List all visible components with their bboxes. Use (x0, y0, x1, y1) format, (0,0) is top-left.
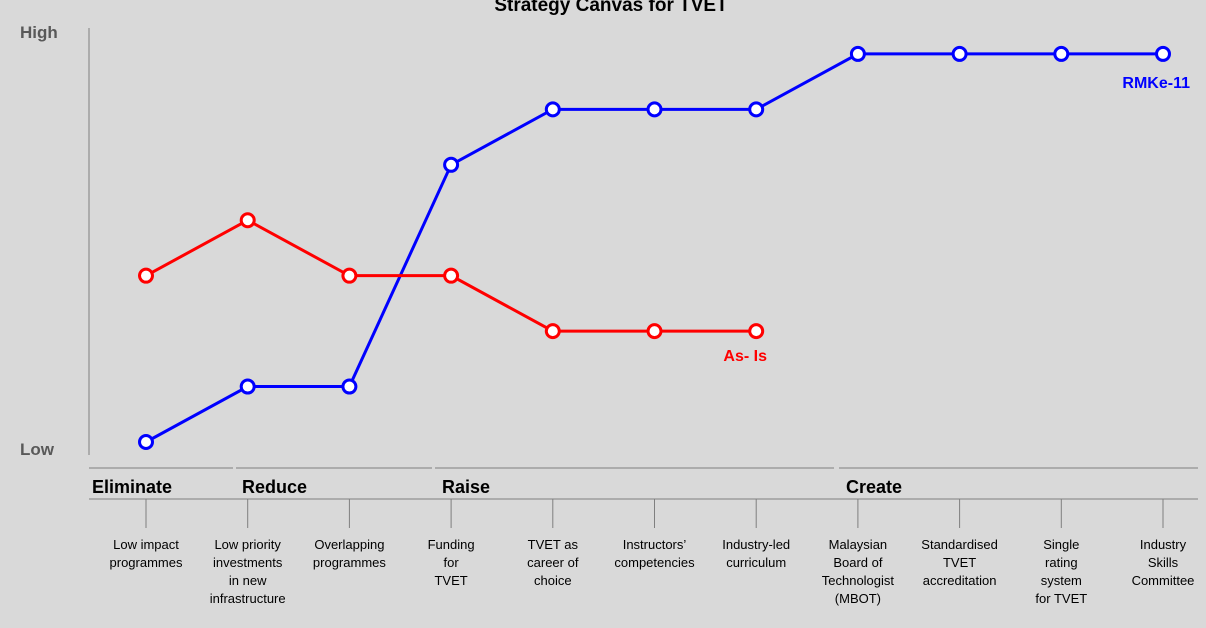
series-label-as-is: As- Is (723, 348, 767, 365)
category-label-tvet-as-career-of-choice: TVET as career of choice (527, 537, 579, 588)
group-label-create: Create (846, 477, 902, 497)
category-label-instructors-competencies: Instructors’ competencies (614, 537, 695, 570)
chart-title: Strategy Canvas for TVET (494, 0, 728, 16)
series-point-rmke-11 (544, 101, 561, 118)
y-axis-low-label: Low (20, 440, 55, 459)
series-point-rmke-11 (1155, 45, 1171, 62)
group-label-reduce: Reduce (242, 477, 307, 497)
series-point-as-is (341, 267, 358, 284)
series-point-rmke-11 (138, 434, 154, 450)
category-label-low-priority-investments-in-new-infrastructure: Low priority investments in new infrastruct… (210, 537, 286, 606)
series-point-rmke-11 (951, 45, 968, 62)
series-point-rmke-11 (1053, 45, 1070, 62)
series-point-as-is (443, 267, 460, 284)
series-point-rmke-11 (646, 101, 663, 118)
series-point-as-is (138, 267, 154, 284)
series-point-as-is (239, 212, 256, 229)
category-labels: Low impact programmes Low priority investme… (110, 499, 1195, 606)
series-point-rmke-11 (341, 378, 358, 395)
category-label-overlapping-programmes: Overlapping programmes (313, 537, 386, 570)
category-label-single-rating-system-for-tvet: Single rating system for TVET (1035, 537, 1087, 606)
category-label-funding-for-tvet: Funding for TVET (428, 537, 475, 588)
category-label-industry-skills-committee: Industry Skills Committee (1132, 537, 1195, 588)
series-label-rmke11: RMKe-11 (1122, 75, 1190, 92)
category-label-industry-led-curriculum: Industry-led curriculum (722, 537, 790, 570)
series-point-rmke-11 (443, 156, 460, 173)
series-point-as-is (646, 323, 663, 340)
series-point-as-is (544, 323, 561, 340)
y-axis-high-label: High (20, 23, 58, 42)
strategy-groups: Eliminate Reduce Raise Create (89, 467, 1198, 500)
category-label-low-impact-programmes: Low impact programmes (110, 537, 183, 570)
series-layer (138, 45, 1171, 450)
series-point-rmke-11 (849, 45, 866, 62)
series-point-as-is (748, 323, 765, 340)
group-label-eliminate: Eliminate (92, 477, 172, 497)
series-point-rmke-11 (239, 378, 256, 395)
series-point-rmke-11 (748, 101, 765, 118)
category-label-malaysian-board-of-technologist-mbot: Malaysian Board of Technologist (MBOT) (822, 537, 895, 606)
group-label-raise: Raise (442, 477, 490, 497)
category-label-standardised-tvet-accreditation: Standardised TVET accreditation (921, 537, 998, 588)
